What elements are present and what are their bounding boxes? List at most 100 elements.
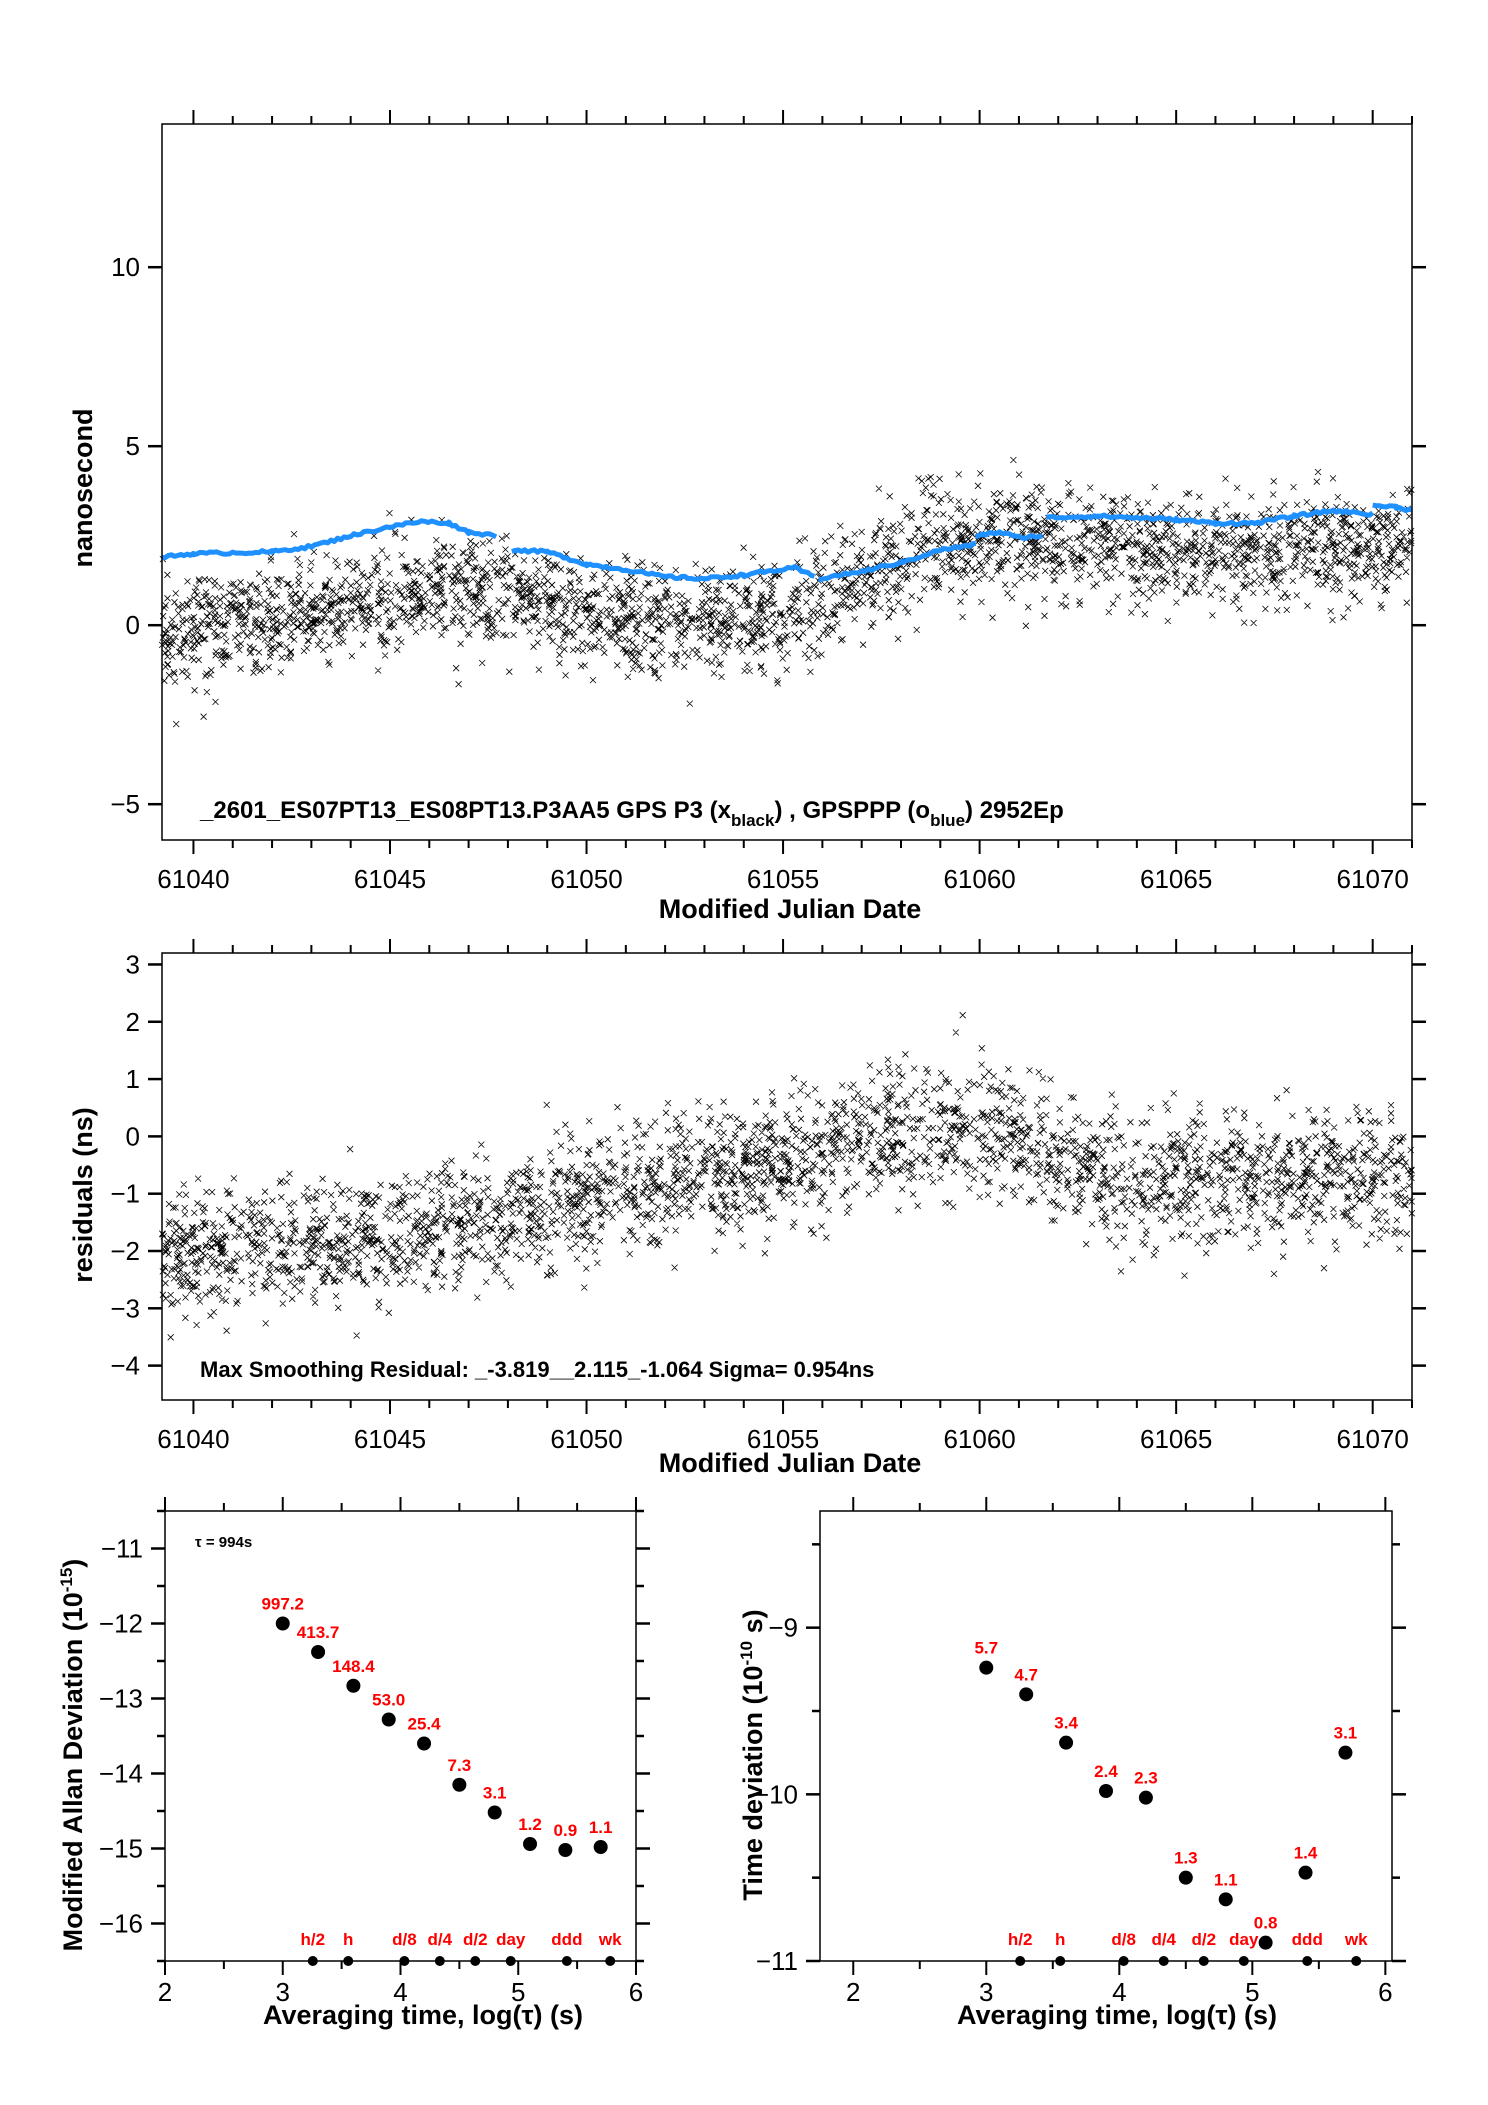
data-point <box>487 1805 502 1820</box>
data-point-label: 25.4 <box>408 1715 442 1734</box>
plot-marks: 5.7 4.7 3.4 2.4 2.3 1.3 1.1 0.8 1.4 3.1 h/2 h d/8 d/4… <box>974 1639 1368 1966</box>
y-tick-label: −2 <box>110 1236 140 1266</box>
plot-frame <box>161 952 1413 1401</box>
x-tick-label: 61060 <box>943 864 1015 894</box>
x-tick-label: 3 <box>276 1977 290 2007</box>
data-point <box>1338 1745 1353 1760</box>
x-tick-label: 5 <box>511 1977 525 2007</box>
data-point-label: 997.2 <box>261 1595 304 1614</box>
plot-frame <box>819 1510 1393 1962</box>
plot-frame <box>164 1510 637 1962</box>
y-axis-title: Modified Allan Deviation (10-15) <box>57 1559 88 1952</box>
x-axis-title: Modified Julian Date <box>659 1448 922 1478</box>
y-tick-label: −5 <box>110 789 140 819</box>
x-tick-label: 61055 <box>747 864 819 894</box>
y-axis-title-text: Time deviation (10 <box>738 1666 768 1901</box>
data-point-label: 53.0 <box>372 1691 405 1710</box>
x-tick-label: 61045 <box>354 1424 426 1454</box>
time-marker-label: d/8 <box>392 1930 417 1949</box>
data-point <box>593 1840 608 1854</box>
scatter-marks-residuals <box>159 1011 1416 1341</box>
x-tick-label: 3 <box>979 1977 993 2007</box>
data-point <box>1178 1870 1193 1885</box>
y-tick-label: 1 <box>126 1064 140 1094</box>
x-tick-label: 61050 <box>550 864 622 894</box>
y-tick-label: 5 <box>126 431 140 461</box>
time-marker-label: ddd <box>551 1930 582 1949</box>
chart-annotation: _2601_ES07PT13_ES08PT13.P3AA5 GPS P3 (xb… <box>199 797 1064 830</box>
time-marker-label: h <box>1055 1930 1065 1949</box>
gpsppp-line-segment <box>511 547 816 582</box>
x-tick-label: 2 <box>846 1977 860 2007</box>
y-tick-label: −13 <box>99 1684 143 1714</box>
y-tick-label: −14 <box>99 1759 143 1789</box>
residual-summary-annotation: Max Smoothing Residual: _-3.819__2.115_-… <box>200 1357 874 1382</box>
data-point <box>1138 1790 1153 1805</box>
data-point-label: 2.3 <box>1134 1769 1158 1788</box>
y-tick-label: −9 <box>768 1613 798 1643</box>
x-tick-label: 61065 <box>1140 1424 1212 1454</box>
annotation-text: ) , GPSPPP (o <box>774 797 930 824</box>
gpsppp-line-segment <box>1046 507 1375 528</box>
data-point-label: 0.8 <box>1254 1914 1278 1933</box>
y-axis-title-text: Modified Allan Deviation (10 <box>58 1592 88 1951</box>
y-tick-label: −15 <box>99 1834 143 1864</box>
x-tick-label: 61040 <box>157 864 229 894</box>
y-tick-label: 2 <box>126 1007 140 1037</box>
data-point <box>558 1843 573 1857</box>
y-tick-label: −1 <box>110 1179 140 1209</box>
time-marker-label: day <box>1229 1930 1259 1949</box>
y-tick-label: −11 <box>101 1534 143 1564</box>
y-axis-title: nanosecond <box>68 408 98 567</box>
data-point-label: 1.2 <box>518 1815 542 1834</box>
y-axis-title-superscript: -15 <box>57 1568 76 1593</box>
x-tick-label: 61040 <box>157 1424 229 1454</box>
y-tick-label: 0 <box>126 1121 140 1151</box>
axes-frame: 2 3 4 5 6 −16 −15 −14 −13 −12 −11 <box>99 1497 650 2007</box>
x-tick-label: 61050 <box>550 1424 622 1454</box>
data-point-label: 0.9 <box>554 1821 578 1840</box>
gpsppp-line-segment <box>974 529 1043 541</box>
data-point-label: 3.1 <box>1334 1724 1358 1743</box>
y-axis-title-text: ) <box>58 1559 88 1568</box>
data-point-label: 4.7 <box>1014 1665 1038 1684</box>
data-point-label: 3.4 <box>1054 1714 1078 1733</box>
y-axis-title-text: s) <box>738 1609 768 1641</box>
panel-time-deviation: 5.7 4.7 3.4 2.4 2.3 1.3 1.1 0.8 1.4 3.1 h/2 h d/8 d/4… <box>737 1497 1406 2030</box>
y-tick-label: −16 <box>99 1909 143 1939</box>
data-point-label: 2.4 <box>1094 1762 1118 1781</box>
x-tick-label: 5 <box>1245 1977 1259 2007</box>
data-point-label: 5.7 <box>974 1639 998 1658</box>
gpsppp-line-segment <box>818 540 977 582</box>
time-marker-label: d/8 <box>1111 1930 1136 1949</box>
x-tick-label: 61070 <box>1337 864 1409 894</box>
y-axis-title: residuals (ns) <box>68 1107 98 1283</box>
x-tick-label: 61045 <box>354 864 426 894</box>
axes-frame: 61040 61045 61050 61055 61060 61065 61070 −5 0 5 1… <box>110 110 1426 894</box>
y-tick-label: 3 <box>126 949 140 979</box>
data-point-label: 148.4 <box>332 1657 375 1676</box>
annotation-subscript: blue <box>930 811 965 830</box>
y-tick-label: −12 <box>99 1609 143 1639</box>
y-tick-label: −10 <box>754 1779 798 1809</box>
axes-frame: 61040 61045 61050 61055 61060 61065 61070 −4 −3 −… <box>110 939 1426 1454</box>
data-point <box>381 1712 396 1727</box>
data-point <box>1298 1865 1313 1880</box>
x-axis-title: Modified Julian Date <box>659 894 922 924</box>
x-tick-label: 61065 <box>1140 864 1212 894</box>
y-tick-label: −4 <box>110 1351 140 1381</box>
plot-marks <box>159 1011 1416 1341</box>
time-marker-label: d/2 <box>463 1930 488 1949</box>
annotation-subscript: black <box>731 811 775 830</box>
data-point <box>1099 1784 1113 1798</box>
y-tick-label: −3 <box>110 1293 140 1323</box>
annotation-text: _2601_ES07PT13_ES08PT13.P3AA5 GPS P3 (x <box>199 797 732 824</box>
time-marker-label: h/2 <box>300 1930 325 1949</box>
data-point <box>452 1777 467 1792</box>
data-point <box>979 1660 994 1675</box>
time-marker-label: d/4 <box>428 1930 453 1949</box>
data-point-label: 1.3 <box>1174 1849 1198 1868</box>
data-point-label: 1.4 <box>1294 1844 1318 1863</box>
plot-marks <box>158 456 1415 728</box>
